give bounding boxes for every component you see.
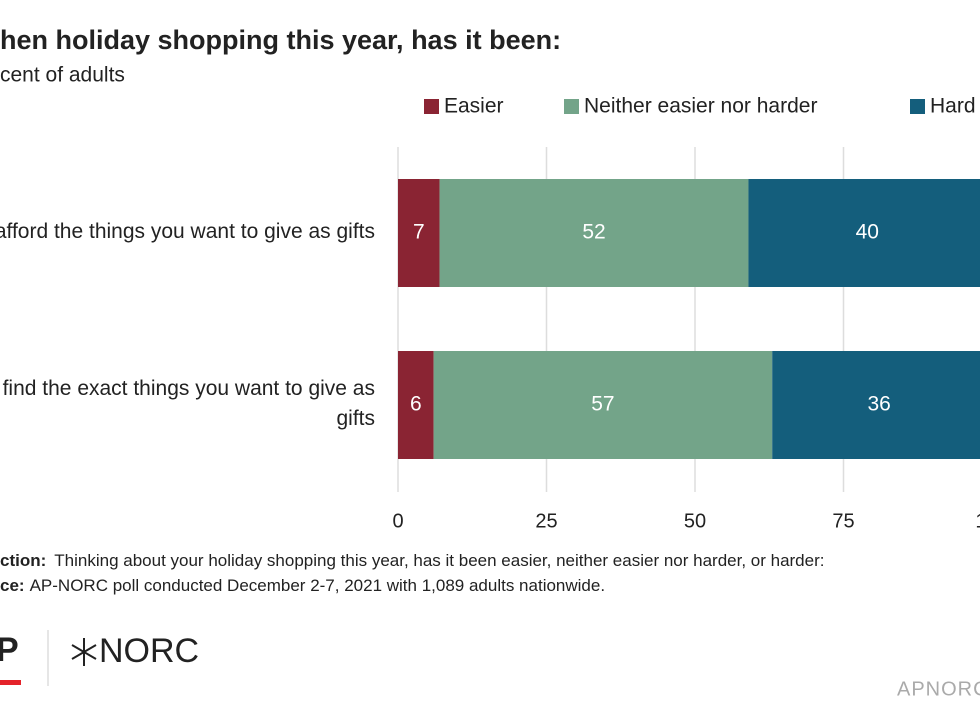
x-tick-label: 75: [832, 510, 854, 532]
data-label: 6: [410, 393, 422, 416]
x-tick-label: 50: [684, 510, 706, 532]
category-label: find the exact things you want to give a…: [3, 377, 375, 430]
bar-segment: [398, 351, 434, 459]
data-label: 57: [591, 393, 614, 416]
chart-title: hen holiday shopping this year, has it b…: [0, 25, 561, 55]
x-tick-label: 100: [975, 510, 980, 532]
source-text: AP-NORC poll conducted December 2-7, 202…: [30, 576, 606, 595]
norc-star: [71, 638, 97, 666]
norc-logo: NORC: [99, 632, 199, 670]
data-label: 7: [413, 221, 425, 244]
bar-segment: [398, 179, 440, 287]
svg-text:ce:AP-NORC poll conducted Dece: ce: AP-NORC poll conducted December 2-7, …: [0, 576, 605, 595]
bar-segment: [439, 179, 749, 287]
legend-swatch: [424, 99, 439, 114]
source-label: ce:: [0, 576, 25, 595]
data-label: 52: [582, 221, 605, 244]
ap-underline: [0, 680, 21, 685]
bar-segment: [772, 351, 980, 459]
x-tick-label: 25: [535, 510, 557, 532]
question-text: Thinking about your holiday shopping thi…: [54, 551, 824, 570]
legend-swatch: [910, 99, 925, 114]
data-label: 40: [856, 221, 879, 244]
legend-label: Neither easier nor harder: [584, 95, 817, 118]
category-label: afford the things you want to give as gi…: [0, 220, 375, 243]
watermark: APNORC: [897, 678, 980, 700]
question-note: ction: Thinking about your holiday shoppi…: [0, 551, 824, 595]
x-tick-label: 0: [392, 510, 403, 532]
data-label: 36: [867, 393, 890, 416]
ap-logo: P: [0, 631, 19, 669]
question-label: ction:: [0, 551, 46, 570]
bar-segment: [748, 179, 980, 287]
legend-swatch: [564, 99, 579, 114]
legend-label: Easier: [444, 95, 504, 118]
chart-subtitle: cent of adults: [0, 64, 125, 87]
svg-text:ction:Thinking about your holi: ction: Thinking about your holiday shoppi…: [0, 551, 824, 570]
bar-segment: [433, 351, 773, 459]
legend-label: Hard: [930, 95, 976, 118]
